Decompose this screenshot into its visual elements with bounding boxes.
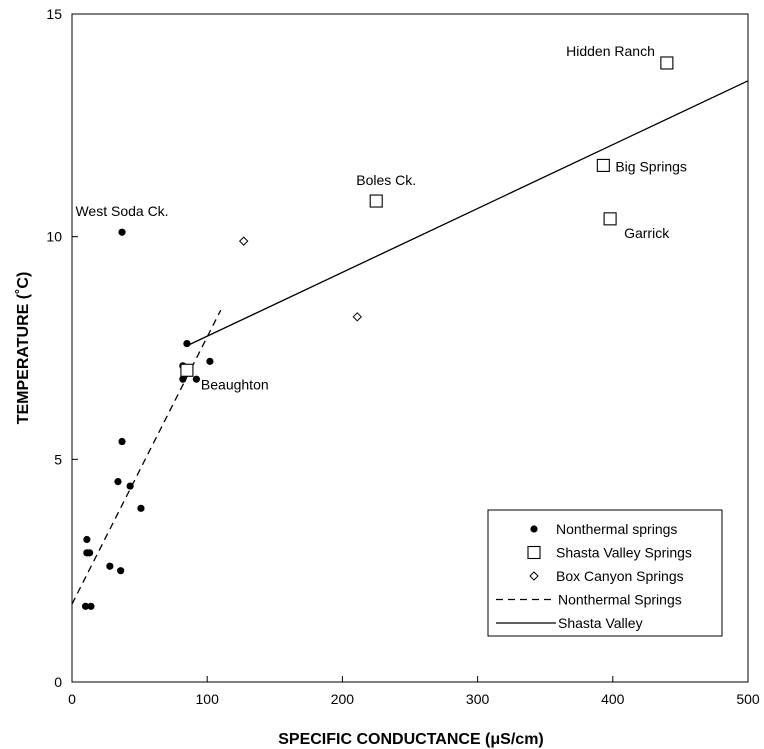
- shasta-valley-spring-point: [603, 212, 617, 226]
- shasta-valley-spring-point: [180, 363, 194, 377]
- axis-ticks: 0 100 200 300 400 500 0 5 10 15: [46, 6, 759, 707]
- x-tick-label: 200: [331, 691, 355, 707]
- plot-border: [71, 13, 749, 683]
- y-tick-label: 0: [54, 674, 62, 690]
- nonthermal-spring-point: [179, 375, 187, 383]
- nonthermal-spring-point: [114, 478, 122, 486]
- shasta-valley-spring-point: [596, 158, 610, 172]
- nonthermal-spring-point: [206, 357, 214, 365]
- nonthermal-spring-point: [192, 375, 200, 383]
- y-tick-label: 15: [46, 6, 62, 22]
- nonthermal-spring-point: [106, 562, 114, 570]
- data-points: [81, 56, 674, 610]
- x-tick-label: 0: [68, 691, 76, 707]
- nonthermal-spring-point: [83, 535, 91, 544]
- plot-area: [71, 13, 749, 683]
- shasta-valley-spring-point: [660, 56, 674, 70]
- nonthermal-spring-point: [118, 228, 126, 236]
- legend-marker: [529, 571, 539, 581]
- legend-label: Box Canyon Springs: [556, 568, 684, 584]
- nonthermal-spring-point: [137, 504, 145, 512]
- point-annotation: Boles Ck.: [356, 172, 416, 188]
- nonthermal-spring-point: [126, 482, 134, 490]
- nonthermal-spring-point: [85, 549, 94, 557]
- legend-label: Nonthermal Springs: [558, 592, 682, 608]
- nonthermal-spring-point: [117, 567, 125, 575]
- legend-marker: [530, 525, 538, 533]
- legend-label: Nonthermal springs: [556, 521, 677, 537]
- shasta-valley-trend-line: [186, 80, 749, 347]
- x-tick-label: 100: [196, 691, 220, 707]
- x-tick-label: 400: [601, 691, 625, 707]
- legend-label: Shasta Valley: [558, 615, 643, 631]
- nonthermal-spring-point: [81, 602, 90, 610]
- legend-marker: [527, 545, 541, 560]
- point-annotation: Hidden Ranch: [566, 43, 655, 59]
- box-canyon-spring-point: [352, 312, 362, 322]
- point-annotation: Garrick: [624, 225, 670, 241]
- shasta-valley-spring-point: [369, 194, 383, 208]
- point-annotation: Big Springs: [615, 158, 687, 174]
- y-tick-label: 5: [54, 451, 62, 467]
- y-axis-title: TEMPERATURE (˚C): [15, 272, 32, 425]
- box-canyon-spring-point: [238, 236, 249, 246]
- point-annotation: Beaughton: [201, 376, 269, 392]
- nonthermal-spring-point: [87, 602, 95, 610]
- legend: Nonthermal springs Shasta Valley Springs B…: [487, 509, 723, 637]
- x-axis-title: SPECIFIC CONDUCTANCE (μS/cm): [278, 731, 544, 748]
- trend-lines: [71, 80, 749, 605]
- y-tick-label: 10: [46, 229, 62, 245]
- x-tick-label: 500: [736, 691, 760, 707]
- nonthermal-spring-point: [183, 339, 191, 348]
- nonthermal-springs-trend-line: [71, 309, 222, 605]
- nonthermal-spring-point: [118, 437, 126, 446]
- point-annotation: West Soda Ck.: [75, 203, 168, 219]
- legend-box: [487, 509, 723, 637]
- x-tick-label: 300: [466, 691, 490, 707]
- legend-label: Shasta Valley Springs: [556, 545, 692, 561]
- point-annotations: Hidden Ranch Big Springs Garrick Boles Ck. W…: [75, 43, 686, 392]
